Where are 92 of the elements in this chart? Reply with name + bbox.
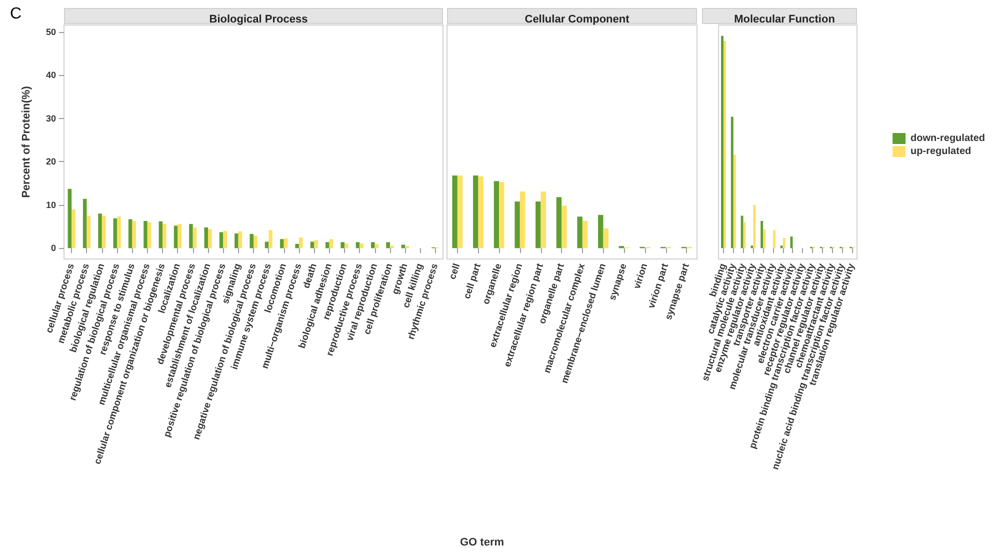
bar	[178, 224, 182, 248]
y-tick-label: 0	[50, 243, 56, 254]
bar	[390, 246, 394, 248]
bar	[763, 229, 766, 248]
bar	[102, 216, 106, 248]
bar	[772, 230, 776, 248]
bar	[192, 227, 197, 248]
x-tick-label: cell part	[462, 262, 484, 300]
bar	[740, 216, 744, 248]
y-axis-title: Percent of Protein(%)	[20, 86, 32, 198]
bar	[340, 242, 344, 248]
x-tick-label: cell	[447, 262, 463, 281]
x-axis-title: GO term	[460, 536, 504, 548]
bar	[724, 41, 726, 248]
bar	[457, 176, 463, 248]
bar	[162, 224, 166, 248]
bar	[219, 232, 224, 248]
bar	[730, 116, 734, 248]
x-tick-label: virion	[632, 262, 650, 290]
y-tick-label: 10	[46, 200, 56, 210]
bar	[760, 220, 764, 248]
bar	[780, 246, 783, 248]
bar	[536, 201, 541, 248]
bar	[753, 204, 756, 248]
bar	[82, 198, 87, 248]
legend-label: down-regulated	[910, 133, 986, 144]
bar	[264, 242, 269, 248]
bar	[250, 234, 254, 248]
chart-title: Molecular Function	[734, 14, 836, 26]
bar	[344, 243, 348, 248]
bar	[360, 243, 364, 248]
bar	[174, 226, 178, 248]
bar	[494, 181, 500, 248]
chart-title: Cellular Component	[524, 14, 630, 26]
bar	[329, 239, 334, 248]
bar	[204, 227, 208, 248]
bar	[514, 201, 520, 248]
bar	[750, 246, 754, 248]
y-tick-label: 20	[46, 156, 56, 167]
bar	[86, 216, 91, 248]
bar	[268, 230, 272, 248]
bar	[72, 209, 76, 248]
bar	[452, 176, 458, 248]
legend-label: up-regulated	[910, 146, 972, 157]
bar	[280, 239, 284, 248]
bar	[298, 237, 303, 248]
bar	[117, 216, 121, 248]
bar	[540, 192, 546, 248]
bar	[582, 220, 588, 248]
text: C	[10, 6, 22, 22]
bar	[386, 242, 390, 248]
bar	[98, 214, 102, 248]
bar	[370, 242, 375, 248]
bar	[234, 233, 238, 248]
bar	[326, 242, 330, 248]
bar	[132, 220, 136, 248]
bar	[478, 176, 484, 248]
y-tick-label: 30	[46, 113, 56, 124]
bar	[473, 176, 478, 248]
bar	[401, 244, 406, 248]
bar	[782, 238, 786, 248]
bar	[128, 219, 132, 248]
x-tick-label: synapse	[607, 262, 630, 302]
bar	[499, 182, 504, 248]
bar	[603, 228, 608, 248]
bar	[189, 224, 193, 248]
bar	[113, 218, 118, 248]
bar	[562, 206, 567, 248]
bar	[254, 236, 258, 248]
bar	[314, 240, 318, 248]
bar	[284, 238, 288, 248]
bar	[208, 229, 212, 248]
bar	[577, 216, 582, 248]
bar	[144, 220, 148, 248]
bar	[68, 188, 72, 248]
x-tick-label: death	[301, 262, 320, 290]
bar	[721, 36, 724, 248]
y-tick-label: 40	[46, 70, 56, 80]
bar	[310, 242, 314, 248]
bar	[733, 154, 736, 248]
bar	[598, 214, 604, 248]
bar	[238, 231, 242, 248]
y-tick-label: 50	[46, 26, 56, 37]
bar	[158, 221, 163, 248]
bar	[295, 244, 299, 248]
bar	[147, 222, 152, 248]
bar	[743, 222, 746, 248]
bar	[520, 192, 526, 248]
bar	[223, 230, 227, 248]
bar	[556, 197, 562, 248]
bar	[356, 242, 360, 248]
chart-title: Biological Process	[209, 14, 308, 26]
